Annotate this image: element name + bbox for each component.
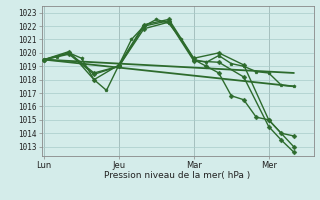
X-axis label: Pression niveau de la mer( hPa ): Pression niveau de la mer( hPa ): [104, 171, 251, 180]
